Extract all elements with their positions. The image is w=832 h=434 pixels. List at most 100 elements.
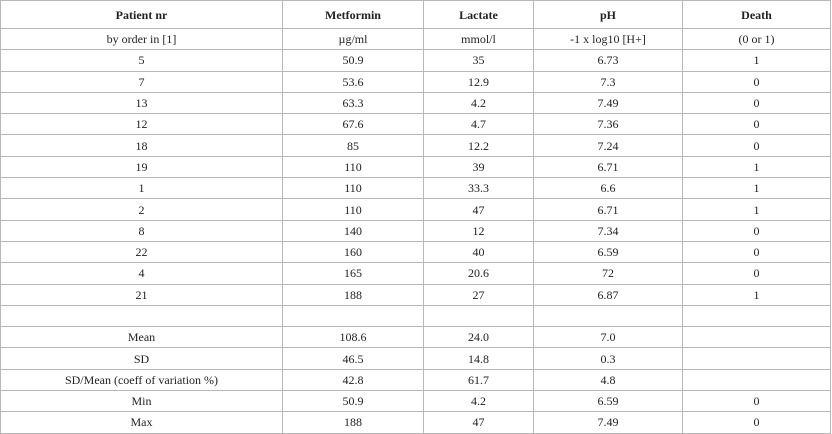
summary-row: Mean 108.6 24.0 7.0 — [0, 326, 831, 349]
cell: pH — [533, 0, 683, 29]
cell: 0 — [682, 91, 831, 115]
cell: 4 — [0, 262, 283, 285]
data-row: 12 67.6 4.7 7.36 0 — [0, 113, 831, 136]
cell: 63.3 — [282, 91, 424, 115]
data-row: 21 188 27 6.87 1 — [0, 283, 831, 306]
cell: 6.59 — [533, 390, 683, 413]
cell: 39 — [423, 155, 534, 179]
data-row: 13 63.3 4.2 7.49 0 — [0, 91, 831, 115]
cell: 33.3 — [423, 177, 534, 200]
cell: 7.0 — [533, 326, 683, 349]
data-row: 18 85 12.2 7.24 0 — [0, 134, 831, 157]
cell: (0 or 1) — [682, 27, 831, 51]
cell: 18 — [0, 134, 283, 157]
cell: 12 — [0, 113, 283, 136]
cell — [682, 347, 831, 370]
cell: -1 x log10 [H+] — [533, 27, 683, 51]
data-row: 22 160 40 6.59 0 — [0, 240, 831, 264]
cell: 12 — [423, 219, 534, 242]
cell: 46.5 — [282, 347, 424, 370]
cell: 85 — [282, 134, 424, 157]
cell: 7.49 — [533, 91, 683, 115]
cell: SD/Mean (coeff of variation %) — [0, 368, 283, 392]
cell: 0 — [682, 70, 831, 93]
cell: mmol/l — [423, 27, 534, 51]
cell: 42.8 — [282, 368, 424, 392]
units-row: by order in [1] µg/ml mmol/l -1 x log10 [H+… — [0, 27, 831, 51]
cell: 0 — [682, 113, 831, 136]
cell: 1 — [682, 198, 831, 221]
cell: 19 — [0, 155, 283, 179]
cell: 61.7 — [423, 368, 534, 392]
cell: 24.0 — [423, 326, 534, 349]
cell: 5 — [0, 49, 283, 72]
cell: Mean — [0, 326, 283, 349]
data-row: 2 110 47 6.71 1 — [0, 198, 831, 221]
cell: 7.24 — [533, 134, 683, 157]
cell: 6.6 — [533, 177, 683, 200]
cell: 2 — [0, 198, 283, 221]
summary-row: SD/Mean (coeff of variation %) 42.8 61.7 4.… — [0, 368, 831, 392]
cell: 12.9 — [423, 70, 534, 93]
cell: 188 — [282, 283, 424, 306]
cell: µg/ml — [282, 27, 424, 51]
cell — [423, 304, 534, 328]
cell: 0 — [682, 219, 831, 242]
cell: 0 — [682, 411, 831, 434]
cell: 6.73 — [533, 49, 683, 72]
data-row: 7 53.6 12.9 7.3 0 — [0, 70, 831, 93]
cell: SD — [0, 347, 283, 370]
cell: 6.71 — [533, 198, 683, 221]
cell: Lactate — [423, 0, 534, 29]
data-row: 8 140 12 7.34 0 — [0, 219, 831, 242]
cell: Max — [0, 411, 283, 434]
cell: 4.2 — [423, 390, 534, 413]
cell: 14.8 — [423, 347, 534, 370]
cell: 108.6 — [282, 326, 424, 349]
summary-row: Max 188 47 7.49 0 — [0, 411, 831, 434]
cell: 22 — [0, 240, 283, 264]
cell: by order in [1] — [0, 27, 283, 51]
cell: 27 — [423, 283, 534, 306]
cell: 7 — [0, 70, 283, 93]
cell: 0.3 — [533, 347, 683, 370]
cell: 50.9 — [282, 49, 424, 72]
data-row: 4 165 20.6 72 0 — [0, 262, 831, 285]
cell: 6.87 — [533, 283, 683, 306]
summary-row: Min 50.9 4.2 6.59 0 — [0, 390, 831, 413]
cell: 7.36 — [533, 113, 683, 136]
cell: 0 — [682, 134, 831, 157]
cell: 7.49 — [533, 411, 683, 434]
cell: 1 — [682, 49, 831, 72]
spacer-row — [0, 304, 831, 328]
data-row: 1 110 33.3 6.6 1 — [0, 177, 831, 200]
cell — [682, 368, 831, 392]
cell — [682, 326, 831, 349]
cell: 7.34 — [533, 219, 683, 242]
cell: 188 — [282, 411, 424, 434]
cell — [533, 304, 683, 328]
data-row: 5 50.9 35 6.73 1 — [0, 49, 831, 72]
cell: 1 — [682, 177, 831, 200]
cell: 110 — [282, 198, 424, 221]
cell: 1 — [0, 177, 283, 200]
cell: 140 — [282, 219, 424, 242]
cell: 72 — [533, 262, 683, 285]
cell: 21 — [0, 283, 283, 306]
cell: 47 — [423, 198, 534, 221]
cell: 40 — [423, 240, 534, 264]
cell: 110 — [282, 177, 424, 200]
cell: 1 — [682, 283, 831, 306]
cell: Metformin — [282, 0, 424, 29]
cell — [682, 304, 831, 328]
cell: 4.2 — [423, 91, 534, 115]
cell: 0 — [682, 240, 831, 264]
cell: 35 — [423, 49, 534, 72]
cell: 20.6 — [423, 262, 534, 285]
cell: 12.2 — [423, 134, 534, 157]
cell: Death — [682, 0, 831, 29]
cell: 47 — [423, 411, 534, 434]
data-row: 19 110 39 6.71 1 — [0, 155, 831, 179]
cell: Min — [0, 390, 283, 413]
